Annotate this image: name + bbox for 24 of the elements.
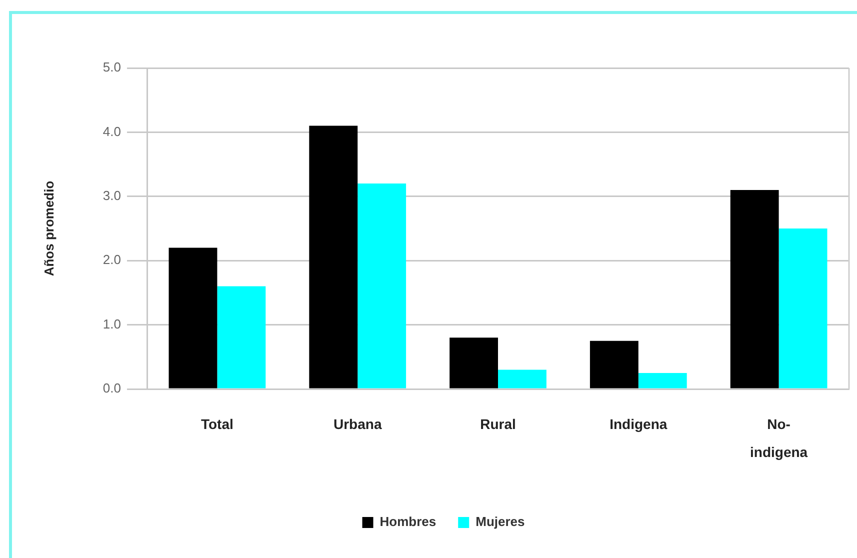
bar xyxy=(168,248,218,388)
bar xyxy=(778,228,828,388)
legend-label: Hombres xyxy=(380,514,436,530)
x-tick-label: Urbana xyxy=(333,416,382,432)
legend-label: Mujeres xyxy=(476,514,525,530)
bar xyxy=(309,126,358,388)
bar xyxy=(730,190,779,388)
x-tick-label: No-indigena xyxy=(750,416,808,460)
bar xyxy=(450,338,498,388)
y-tick-label: 0.0 xyxy=(102,380,121,396)
y-axis-title: Años promedio xyxy=(41,180,56,276)
bar xyxy=(498,370,546,388)
y-tick-label: 3.0 xyxy=(102,188,121,203)
y-tick-label: 1.0 xyxy=(102,316,121,332)
bar xyxy=(217,286,266,388)
y-tick-label: 5.0 xyxy=(102,60,121,75)
x-tick-label: Rural xyxy=(480,416,516,432)
y-tick-label: 4.0 xyxy=(102,124,121,139)
y-tick-label: 2.0 xyxy=(102,252,121,268)
x-tick-label: Total xyxy=(200,416,234,432)
bar xyxy=(590,340,638,388)
bar xyxy=(358,184,406,388)
bar xyxy=(638,372,687,388)
x-tick-label: Indigena xyxy=(610,416,668,432)
